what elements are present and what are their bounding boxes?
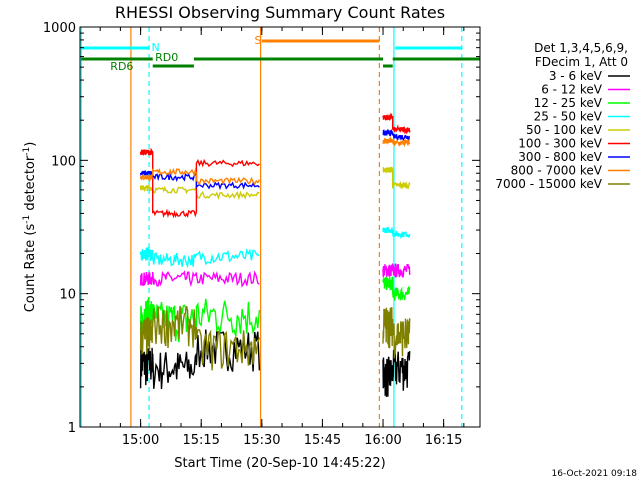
series-line-5-1: [382, 112, 411, 135]
series-line-3-1: [382, 226, 411, 240]
chart-title: RHESSI Observing Summary Count Rates: [115, 3, 445, 22]
y-tick-label: 1000: [43, 21, 76, 36]
timestamp: 16-Oct-2021 09:18: [552, 469, 638, 479]
rd0-flag-label: RD0: [155, 51, 178, 64]
saa-flag-label: S: [255, 34, 262, 47]
legend-label: 6 - 12 keV: [541, 83, 603, 97]
y-tick-label: 1: [68, 421, 76, 436]
series-line-3-0: [139, 247, 260, 269]
series-line-2-0: [139, 297, 261, 343]
x-tick-label: 16:15: [425, 433, 462, 448]
series-line-4-1: [382, 165, 411, 191]
x-axis-label: Start Time (20-Sep-10 14:45:22): [174, 456, 385, 471]
series-line-6-0: [139, 170, 260, 191]
legend-label: 12 - 25 keV: [534, 96, 603, 110]
series-line-8-1: [382, 307, 411, 359]
legend-header-2: FDecim 1, Att 0: [535, 55, 628, 69]
y-tick-label: 10: [59, 288, 76, 303]
legend-header-1: Det 1,3,4,5,6,9,: [534, 41, 628, 55]
series-line-1-0: [139, 270, 260, 288]
legend-label: 50 - 100 keV: [526, 123, 603, 137]
legend-label: 100 - 300 keV: [518, 137, 602, 151]
plot-frame: [79, 26, 481, 428]
series-line-5-0: [139, 147, 260, 219]
legend: Det 1,3,4,5,6,9, FDecim 1, Att 0 3 - 6 k…: [495, 41, 630, 191]
x-tick-label: 15:15: [182, 433, 219, 448]
series-line-4-0: [139, 183, 260, 201]
series-line-8-0: [139, 305, 261, 371]
legend-label: 300 - 800 keV: [518, 150, 602, 164]
x-axis-ticks: 15:00 15:15 15:30 15:45 16:00 16:15: [79, 27, 465, 448]
series-line-2-1: [382, 276, 411, 301]
x-tick-label: 16:00: [364, 433, 401, 448]
series-line-6-1: [382, 128, 411, 142]
y-axis-label: Count Rate (s-1 detector-1): [22, 142, 38, 313]
legend-label: 800 - 7000 keV: [511, 164, 603, 178]
x-tick-label: 15:45: [304, 433, 341, 448]
plot-area: N S RD0 RD6: [80, 27, 480, 427]
night-flag-label: N: [152, 41, 160, 54]
rd6-flag-label: RD6: [110, 60, 133, 73]
legend-label: 7000 - 15000 keV: [495, 177, 602, 191]
series-line-7-1: [382, 136, 411, 148]
y-axis-ticks: 1 10 100 1000: [43, 21, 480, 436]
y-tick-label: 100: [51, 154, 76, 169]
series-line-1-1: [382, 262, 411, 279]
legend-label: 3 - 6 keV: [549, 69, 603, 83]
x-tick-label: 15:30: [243, 433, 280, 448]
x-tick-label: 15:00: [122, 433, 159, 448]
series-line-0-1: [382, 349, 411, 397]
legend-label: 25 - 50 keV: [534, 110, 603, 124]
series-line-7-0: [139, 167, 261, 186]
